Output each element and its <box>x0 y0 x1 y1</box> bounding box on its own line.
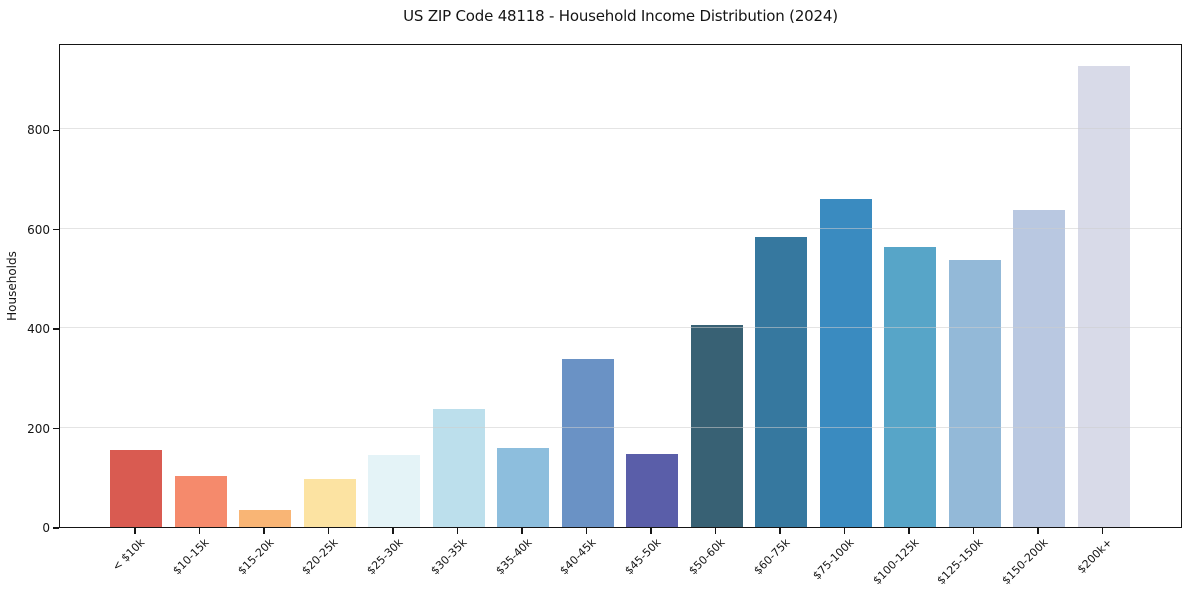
x-tick-mark <box>392 528 394 534</box>
x-tick-label: $45-50k <box>621 536 664 578</box>
x-tick-label: $60-75k <box>750 536 793 578</box>
x-tick-label: $125-150k <box>934 536 986 588</box>
chart-title: US ZIP Code 48118 - Household Income Dis… <box>403 7 838 25</box>
x-tick-label: $35-40k <box>492 536 535 578</box>
x-tick-label: $10-15k <box>170 536 212 578</box>
bar-200k <box>1077 65 1130 527</box>
x-tick-mark <box>198 528 201 534</box>
y-tick-mark <box>53 328 59 330</box>
x-tick-label: $30-35k <box>428 536 470 578</box>
bar-50-60k <box>690 325 743 527</box>
bar-10k <box>110 449 162 527</box>
x-tick-label: $100-125k <box>870 536 922 588</box>
x-tick-mark <box>585 528 588 534</box>
x-tick-mark <box>1037 528 1039 534</box>
gridline-y-200 <box>60 426 1181 428</box>
y-tick-mark <box>53 527 59 529</box>
x-tick-label: $20-25k <box>299 536 341 578</box>
y-tick-label: 600 <box>27 222 50 237</box>
gridline-y-600 <box>60 227 1181 229</box>
x-tick-label: $15-20k <box>234 536 277 578</box>
bar-35-40k <box>497 447 549 527</box>
bar-40-45k <box>561 359 614 527</box>
x-tick-mark <box>263 528 265 534</box>
bar-20-25k <box>303 478 356 527</box>
x-tick-label: $200k+ <box>1074 536 1115 577</box>
y-tick-mark <box>53 228 59 231</box>
x-tick-mark <box>714 528 717 534</box>
x-tick-mark <box>972 528 975 534</box>
bar-60-75k <box>755 237 807 527</box>
x-tick-label: $40-45k <box>557 536 599 578</box>
bar-150-200k <box>1013 209 1065 527</box>
x-tick-mark <box>327 528 330 534</box>
bar-25-30k <box>368 454 420 527</box>
bar-75-100k <box>819 198 872 527</box>
x-tick-mark <box>521 528 523 534</box>
y-tick-mark <box>53 129 59 131</box>
y-tick-mark <box>53 427 59 430</box>
x-tick-label: $75-100k <box>810 536 857 583</box>
y-tick-label: 400 <box>27 322 50 336</box>
gridline-y-800 <box>60 128 1181 130</box>
y-axis-label: Households <box>5 251 19 321</box>
plot-area <box>59 44 1182 528</box>
bar-30-35k <box>432 409 485 527</box>
x-tick-mark <box>134 528 136 534</box>
bar-10-15k <box>174 476 227 527</box>
y-tick-label: 200 <box>27 421 50 436</box>
y-tick-label: 800 <box>27 123 50 138</box>
x-tick-mark <box>650 528 652 534</box>
x-tick-mark <box>1101 528 1104 534</box>
bar-100-125k <box>884 247 936 527</box>
bar-15-20k <box>239 510 291 527</box>
x-tick-label: $50-60k <box>686 536 728 578</box>
x-tick-label: < $10k <box>109 536 148 574</box>
y-tick-label: 0 <box>42 521 50 535</box>
x-tick-mark <box>456 528 459 534</box>
x-tick-mark <box>779 528 781 534</box>
x-tick-label: $150-200k <box>999 536 1051 588</box>
x-tick-mark <box>908 528 910 534</box>
gridline-y-400 <box>60 327 1181 328</box>
bar-125-150k <box>948 260 1001 527</box>
x-tick-mark <box>843 528 846 534</box>
x-tick-label: $25-30k <box>363 536 406 578</box>
bar-45-50k <box>626 453 678 527</box>
